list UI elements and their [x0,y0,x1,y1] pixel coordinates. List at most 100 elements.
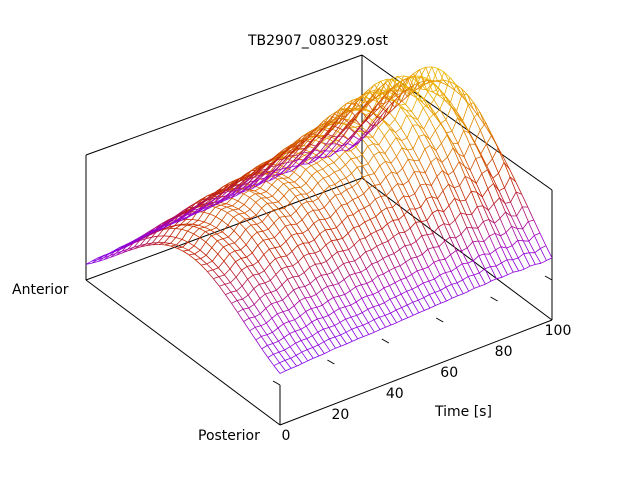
mesh-line-time [328,171,335,177]
mesh-line-position [453,171,460,186]
mesh-line-position [320,263,328,275]
mesh-line-position [254,327,262,337]
mesh-line-position [300,329,308,339]
mesh-line-position [415,222,423,236]
mesh-line-position [143,234,151,239]
mesh-line-position [400,89,407,96]
mesh-line-position [274,172,282,179]
mesh-line-position [527,221,535,236]
mesh-line-time [215,204,221,208]
mesh-line-time [325,240,332,246]
mesh-line-position [349,290,357,303]
mesh-line-position [437,198,444,212]
mesh-line-time [372,108,379,111]
mesh-line-position [316,170,324,179]
mesh-line-position [300,187,307,195]
mesh-line-position [362,165,370,176]
mesh-line-position [235,190,243,197]
mesh-line-position [198,228,206,232]
mesh-line-position [318,209,326,220]
mesh-line-position [331,240,338,253]
mesh-line-position [432,233,440,247]
mesh-line-time [321,286,328,291]
mesh-line-position [232,205,239,210]
mesh-line-position [310,296,318,308]
mesh-line-time [493,197,500,205]
time-tick-label: 20 [331,407,349,423]
mesh-line-position [367,98,375,105]
mesh-line-time [238,204,245,210]
mesh-line-time [381,207,388,212]
mesh-line-position [382,105,390,113]
mesh-line-time [410,241,417,246]
mesh-line-time [451,117,458,132]
mesh-line-position [192,223,199,226]
mesh-line-position [212,191,219,196]
mesh-line-time [242,294,249,300]
mesh-line-time [415,235,423,242]
time-tick-label: 60 [440,365,458,381]
mesh-line-time [210,227,217,231]
mesh-line-time [286,265,293,268]
mesh-line-position [212,269,220,278]
mesh-line-time [371,261,378,265]
mesh-line-time [374,329,381,333]
mesh-line-time [258,270,265,275]
mesh-line-position [471,214,479,229]
mesh-line-time [275,165,283,173]
mesh-line-position [154,223,162,229]
mesh-line-position [265,162,273,170]
mesh-line-position [386,207,394,221]
mesh-line-time [192,219,199,225]
mesh-line-position [239,222,246,230]
mesh-line-time [273,362,280,367]
mesh-line-time [393,249,400,254]
mesh-line-position [423,297,431,309]
mesh-line-time [386,188,393,196]
mesh-line-time [384,312,391,316]
mesh-line-time [360,268,367,273]
mesh-line-time [260,322,267,327]
mesh-line-position [453,187,461,202]
mesh-line-position [302,242,310,254]
mesh-line-position [235,261,242,271]
mesh-line-time [426,212,433,221]
mesh-line-time [281,162,288,164]
mesh-line-position [211,191,219,196]
mesh-line-time [299,169,306,178]
mesh-line-position [238,208,245,214]
mesh-line-position [492,178,500,191]
mesh-line-position [273,222,281,233]
mesh-line-position [308,149,315,158]
mesh-line-position [387,223,394,237]
mesh-line-time [411,256,417,259]
mesh-line-time [225,291,232,295]
mesh-line-position [420,77,427,80]
mesh-line-position [446,132,453,144]
mesh-line-time [342,233,349,239]
mesh-line-position [383,273,390,286]
mesh-line-position [249,209,257,216]
mesh-line-position [289,346,297,356]
mesh-line-time [367,155,375,164]
mesh-line-position [271,317,279,329]
mesh-line-position [160,221,168,227]
mesh-line-position [392,220,400,234]
mesh-line-position [337,130,345,138]
mesh-line-time [405,244,411,246]
mesh-line-position [187,230,194,235]
mesh-line-time [368,173,375,176]
mesh-line-time [383,108,390,114]
mesh-line-time [433,246,439,248]
mesh-line-time [492,172,499,179]
mesh-line-position [294,187,302,195]
mesh-line-position [234,242,241,251]
mesh-line-position [435,130,442,144]
mesh-line-time [395,127,402,133]
mesh-line-time [248,304,255,309]
mesh-line-time [453,161,460,172]
mesh-line-time [245,217,251,220]
mesh-line-time [369,198,376,206]
mesh-line-position [270,292,278,303]
mesh-line-time [418,310,425,314]
